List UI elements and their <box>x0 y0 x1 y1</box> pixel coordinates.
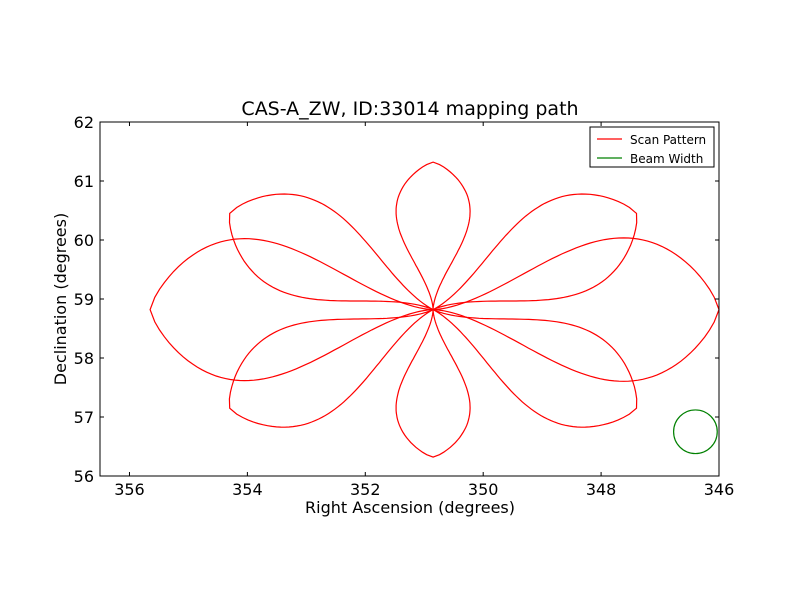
chart-title: CAS-A_ZW, ID:33014 mapping path <box>241 98 578 120</box>
y-tick-label: 58 <box>74 349 94 368</box>
x-tick-label: 356 <box>114 480 145 499</box>
scan-pattern-petal-1 <box>395 161 471 310</box>
x-axis-label: Right Ascension (degrees) <box>305 498 515 517</box>
scan-pattern-petal-2 <box>432 193 638 311</box>
beam-width-circle <box>673 409 718 455</box>
plot-area: 356 354 352 350 348 346 56 57 58 59 60 61 62 <box>74 113 735 499</box>
x-tick-label: 352 <box>350 480 381 499</box>
legend-label-beam-width: Beam Width <box>630 152 703 166</box>
tick-layer: 356 354 352 350 348 346 56 57 58 59 60 61 62 <box>74 113 735 499</box>
scan-pattern-petal-5 <box>395 309 471 458</box>
y-axis-label: Declination (degrees) <box>51 213 70 385</box>
legend: Scan Pattern Beam Width <box>589 126 715 168</box>
x-tick-label: 354 <box>232 480 263 499</box>
y-tick-label: 62 <box>74 113 94 132</box>
scan-pattern-petal-6 <box>228 309 434 428</box>
scan-pattern-petal-8 <box>228 193 434 311</box>
y-tick-label: 56 <box>74 467 94 486</box>
legend-box <box>589 126 715 168</box>
x-tick-label: 350 <box>468 480 499 499</box>
y-tick-label: 57 <box>74 408 94 427</box>
scan-pattern-petal-4 <box>432 309 638 428</box>
y-tick-label: 59 <box>74 290 94 309</box>
x-tick-label: 346 <box>704 480 735 499</box>
y-tick-label: 61 <box>74 172 94 191</box>
legend-label-scan-pattern: Scan Pattern <box>630 133 706 147</box>
scan-pattern-petal-7 <box>149 237 434 382</box>
y-tick-label: 60 <box>74 231 94 250</box>
x-tick-label: 348 <box>586 480 617 499</box>
